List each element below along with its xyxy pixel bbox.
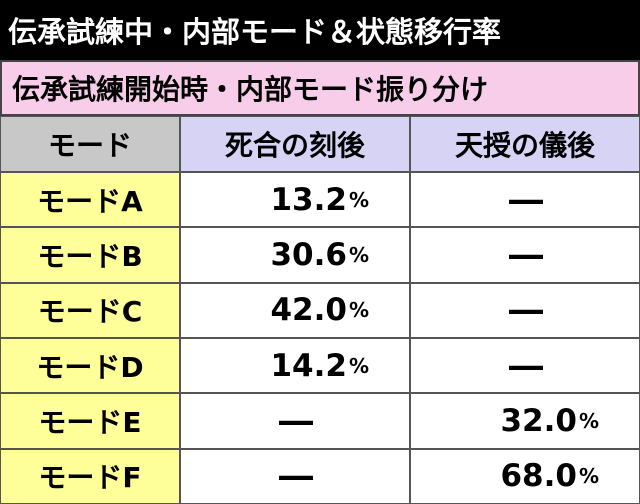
empty-cell: ― <box>410 227 640 283</box>
value: 42.0 <box>270 292 347 329</box>
column-header: 天授の儀後 <box>410 116 640 172</box>
empty-cell: ― <box>410 338 640 394</box>
empty-cell: ― <box>410 282 640 338</box>
table-caption: 伝承試練開始時・内部モード振り分け <box>0 60 640 116</box>
value: 68.0 <box>500 458 577 495</box>
value-cell: 42.0% <box>180 282 410 338</box>
unit: % <box>578 408 599 433</box>
row-label: モードB <box>0 227 180 283</box>
row-label: モードF <box>0 448 180 504</box>
unit: % <box>348 298 369 323</box>
unit: % <box>348 187 369 212</box>
row-label: モードD <box>0 338 180 394</box>
row-label: モードE <box>0 393 180 449</box>
value: 30.6 <box>270 236 347 273</box>
value-cell: 13.2% <box>180 172 410 228</box>
column-header: モード <box>0 116 180 172</box>
column-header: 死合の刻後 <box>180 116 410 172</box>
unit: % <box>348 242 369 267</box>
value: 13.2 <box>270 181 347 218</box>
value-cell: 30.6% <box>180 227 410 283</box>
unit: % <box>348 353 369 378</box>
value-cell: 32.0% <box>410 393 640 449</box>
empty-cell: ― <box>180 393 410 449</box>
value: 32.0 <box>500 402 577 439</box>
empty-cell: ― <box>180 448 410 504</box>
title: 伝承試練中・内部モード＆状態移行率 <box>0 0 640 60</box>
unit: % <box>578 464 599 489</box>
row-label: モードC <box>0 282 180 338</box>
value-cell: 14.2% <box>180 338 410 394</box>
row-label: モードA <box>0 172 180 228</box>
value: 14.2 <box>270 347 347 384</box>
value-cell: 68.0% <box>410 448 640 504</box>
empty-cell: ― <box>410 172 640 228</box>
